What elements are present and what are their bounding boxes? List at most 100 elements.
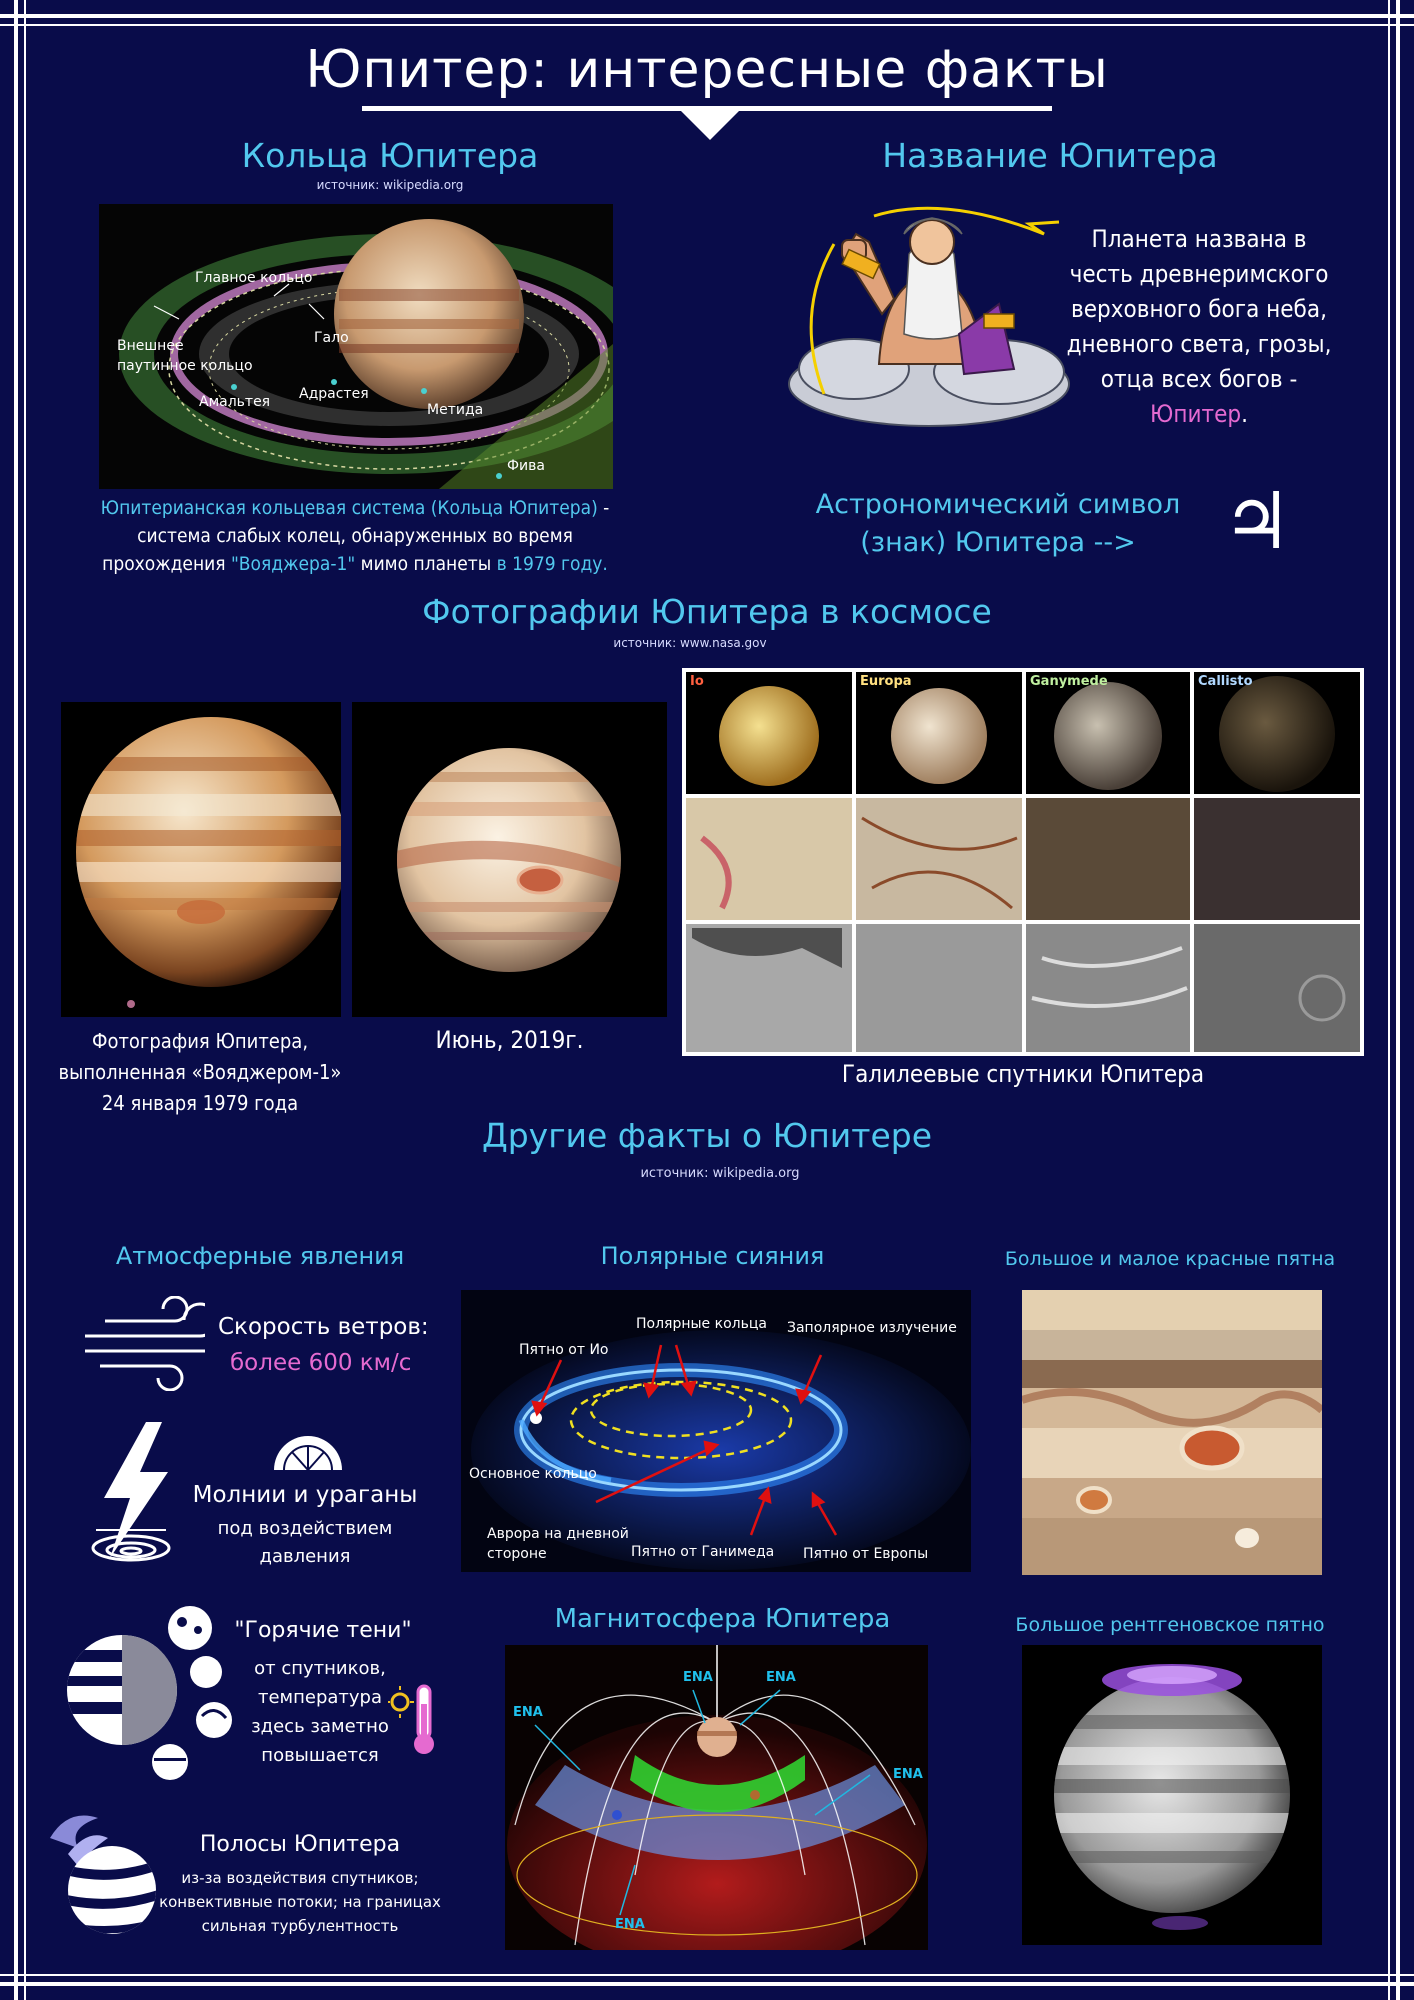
name-line-5: отца всех богов - <box>1100 365 1298 393</box>
storm-title: Молнии и ураганы <box>192 1482 418 1508</box>
rings-caption-line-1: Юпитерианская кольцевая система (Кольца … <box>100 497 610 519</box>
ena-label-4: ENA <box>893 1767 923 1782</box>
aurora-label-main-ring: Основное кольцо <box>469 1466 597 1482</box>
other-heading: Другие факты о Юпитере <box>481 1116 933 1155</box>
xray-heading: Большое рентгеновское пятно <box>1015 1614 1325 1636</box>
aurora-label-ganymede: Пятно от Ганимеда <box>631 1544 775 1560</box>
wind-icon <box>85 1296 205 1391</box>
frame-left-line-1 <box>14 0 18 2000</box>
hot-shadows-icon <box>67 1606 232 1780</box>
aurora-label-day-1: Аврора на дневной <box>487 1526 629 1542</box>
aurora-label-polar-rings: Полярные кольца <box>636 1316 767 1332</box>
moon-label-io: Io <box>690 674 704 689</box>
magnetosphere-heading: Магнитосфера Юпитера <box>554 1604 891 1634</box>
ena-label-2: ENA <box>683 1670 713 1685</box>
red-spots-image <box>1022 1290 1322 1575</box>
frame-bottom-line-1 <box>0 1974 1414 1976</box>
rings-diagram: Главное кольцо Гало Внешнее паутинное ко… <box>99 204 613 489</box>
aurora-label-europa: Пятно от Европы <box>803 1546 929 1562</box>
moon-label-europa: Europa <box>860 674 912 689</box>
ring-label-adrastea: Адрастея <box>299 386 369 402</box>
shadow-text: от спутников, температура здесь заметно … <box>220 1654 420 1770</box>
bands-icon <box>50 1815 156 1934</box>
name-description: Планета названа в честь древнеримского в… <box>1054 222 1344 432</box>
aurora-label-subpolar: Заполярное излучение <box>787 1320 957 1336</box>
page-title: Юпитер: интересные факты <box>305 40 1109 100</box>
symbol-line-2: (знак) Юпитера --> <box>860 527 1136 558</box>
shadow-line-2: температура <box>257 1687 383 1708</box>
thermometer-sun-icon <box>388 1684 434 1754</box>
bands-line-3: сильная турбулентность <box>201 1917 399 1935</box>
voyager-caption-line-1: Фотография Юпитера, <box>91 1029 309 1053</box>
moons-caption: Галилеевые спутники Юпитера <box>841 1060 1205 1088</box>
ring-label-amalthea: Амальтея <box>199 394 271 410</box>
other-source: источник: wikipedia.org <box>640 1166 800 1181</box>
xray-image <box>1022 1645 1322 1945</box>
aurora-label-io-spot: Пятно от Ио <box>519 1342 609 1358</box>
rings-caption-line-2: система слабых колец, обнаруженных во вр… <box>137 525 573 547</box>
aurora-label-day-2: стороне <box>487 1546 547 1562</box>
shadow-line-1: от спутников, <box>254 1658 386 1679</box>
bands-title: Полосы Юпитера <box>199 1832 401 1857</box>
wind-value: более 600 км/с <box>230 1350 412 1376</box>
voyager-caption-line-2: выполненная «Вояджером-1» <box>58 1060 342 1084</box>
photos-heading: Фотографии Юпитера в космосе <box>422 592 992 631</box>
red-spots-heading: Большое и малое красные пятна <box>1004 1248 1336 1270</box>
rings-heading: Кольца Юпитера <box>241 136 539 175</box>
storm-sub-2: давления <box>259 1546 351 1567</box>
bands-line-1: из-за воздействия спутников; <box>181 1869 419 1887</box>
moon-label-callisto: Callisto <box>1198 674 1253 689</box>
zeus-illustration <box>788 206 1070 427</box>
name-line-2: честь древнеримского <box>1069 260 1329 288</box>
ring-label-thebe: Фива <box>507 458 545 474</box>
frame-right-line-2 <box>1396 0 1400 2000</box>
bands-line-2: конвективные потоки; на границах <box>159 1893 441 1911</box>
ring-label-outer-1: Внешнее <box>117 338 184 354</box>
shadow-line-4: повышается <box>261 1745 379 1766</box>
frame-left-line-2 <box>24 0 26 2000</box>
frame-top-line-1 <box>0 14 1414 18</box>
galilean-moons-grid: Io Europa Ganymede Callisto <box>682 668 1364 1056</box>
rings-caption-line-3: прохождения "Вояджера-1" мимо планеты в … <box>102 553 608 575</box>
bands-text: из-за воздействия спутников; конвективны… <box>150 1866 450 1938</box>
ring-label-main: Главное кольцо <box>195 270 313 286</box>
june-2019-photo <box>352 702 667 1017</box>
voyager-caption-line-3: 24 января 1979 года <box>101 1091 299 1115</box>
symbol-text: Астрономический символ (знак) Юпитера --… <box>808 486 1188 562</box>
ena-label-3: ENA <box>766 1670 796 1685</box>
ring-label-outer-2: паутинное кольцо <box>117 358 253 374</box>
lightning-hurricane-icon <box>91 1422 171 1562</box>
shadow-line-3: здесь заметно <box>251 1716 389 1737</box>
symbol-line-1: Астрономический символ <box>815 489 1181 520</box>
magnetosphere-image: ENA ENA ENA ENA ENA <box>505 1645 928 1950</box>
pressure-gauge-icon <box>274 1436 342 1471</box>
photos-source: источник: www.nasa.gov <box>613 636 767 650</box>
voyager-photo <box>61 702 341 1017</box>
frame-top-line-2 <box>0 24 1414 26</box>
frame-right-line-1 <box>1388 0 1390 2000</box>
rings-caption: Юпитерианская кольцевая система (Кольца … <box>70 494 640 578</box>
wind-label: Скорость ветров: <box>218 1314 429 1340</box>
ena-label-1: ENA <box>513 1705 543 1720</box>
ring-label-metis: Метида <box>427 402 484 418</box>
ring-label-halo: Гало <box>314 330 349 346</box>
frame-bottom-line-2 <box>0 1982 1414 1986</box>
name-line-6: Юпитер. <box>1150 400 1248 428</box>
name-heading: Название Юпитера <box>882 136 1218 175</box>
name-line-1: Планета названа в <box>1091 225 1307 253</box>
ena-label-5: ENA <box>615 1917 645 1932</box>
rings-source: источник: wikipedia.org <box>316 178 464 192</box>
june-caption: Июнь, 2019г. <box>435 1026 584 1054</box>
shadow-title: "Горячие тени" <box>234 1618 412 1643</box>
voyager-caption: Фотография Юпитера, выполненная «Вояджер… <box>40 1026 360 1119</box>
aurora-heading: Полярные сияния <box>600 1242 825 1270</box>
name-line-4: дневного света, грозы, <box>1066 330 1332 358</box>
title-underline <box>362 106 1052 111</box>
title-pointer-icon <box>680 110 740 140</box>
atmosphere-heading: Атмосферные явления <box>115 1242 405 1270</box>
storm-sub-1: под воздействием <box>217 1518 393 1539</box>
aurora-image: Полярные кольца Заполярное излучение Пят… <box>461 1290 971 1572</box>
name-line-3: верховного бога неба, <box>1071 295 1327 323</box>
jupiter-symbol-icon: ♃ <box>1222 477 1292 567</box>
moon-label-ganymede: Ganymede <box>1030 674 1108 689</box>
